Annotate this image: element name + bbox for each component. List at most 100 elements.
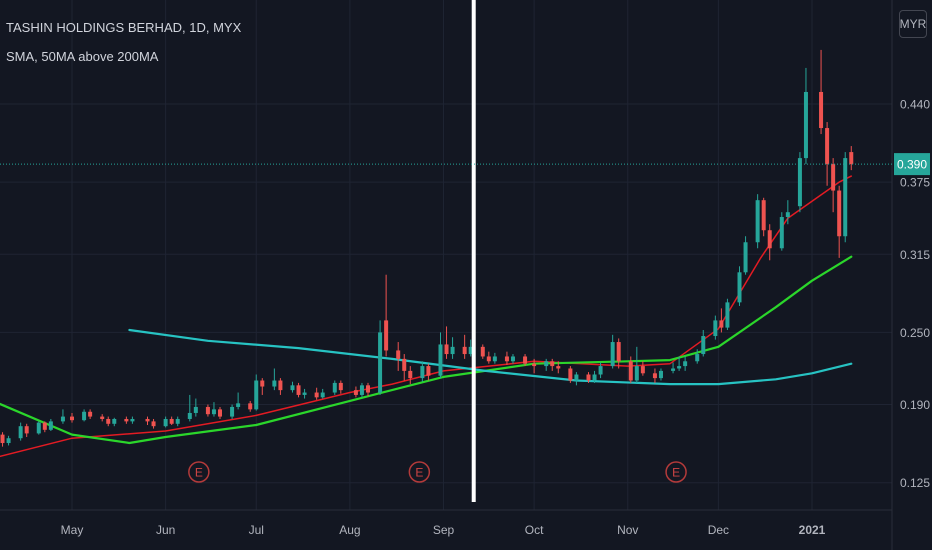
candle-body: [366, 385, 370, 393]
x-tick-label: Jul: [249, 523, 264, 537]
candle-body: [831, 164, 836, 191]
x-tick-label: 2021: [799, 523, 826, 537]
x-tick-label: Sep: [433, 523, 455, 537]
candle-body: [408, 370, 413, 379]
candle-body: [70, 416, 74, 421]
candle-body: [568, 368, 573, 381]
candle-body: [42, 422, 47, 430]
y-tick-label: 0.375: [900, 176, 930, 190]
candle-body: [314, 392, 319, 398]
candle-body: [145, 418, 150, 422]
candle-body: [468, 346, 473, 355]
candle-body: [254, 380, 259, 410]
candle-body: [586, 374, 591, 381]
earnings-marker-label: E: [415, 466, 423, 480]
candle-body: [598, 366, 603, 375]
y-tick-label: 0.125: [900, 476, 930, 490]
candle-body: [462, 346, 467, 355]
candle-body: [486, 356, 491, 362]
candle-body: [402, 358, 407, 371]
candle-body: [163, 418, 168, 427]
candle-body: [737, 272, 742, 303]
candle-body: [785, 212, 790, 218]
candle-body: [761, 200, 766, 231]
candle-body: [6, 438, 11, 444]
candle-body: [24, 426, 29, 434]
candle-body: [338, 382, 343, 391]
last-price-label: 0.390: [897, 158, 927, 172]
candle-body: [278, 380, 283, 391]
earnings-marker: [665, 461, 687, 483]
candle-body: [290, 385, 295, 391]
candle-body: [510, 356, 515, 362]
candle-body: [296, 385, 301, 395]
earnings-marker: [188, 461, 210, 483]
earnings-marker: [408, 461, 431, 483]
candle-body: [695, 354, 700, 362]
candle-body: [82, 411, 87, 421]
candle-body: [230, 406, 235, 417]
candle-body: [384, 320, 389, 351]
candle-body: [616, 342, 621, 362]
candle-body: [634, 366, 639, 381]
candle-body: [713, 320, 718, 337]
candle-body: [480, 346, 485, 357]
candle-body: [211, 409, 216, 415]
candle-body: [88, 411, 93, 417]
candle-body: [205, 406, 210, 415]
candle-body: [640, 366, 645, 374]
candle-body: [302, 392, 307, 395]
candle-body: [504, 356, 509, 362]
candle-body: [236, 403, 241, 407]
candle-body: [677, 366, 682, 369]
x-tick-label: Oct: [525, 523, 544, 537]
candle-body: [320, 392, 325, 398]
candle-body: [426, 366, 431, 376]
candle-body: [849, 152, 854, 165]
candle-body: [755, 200, 760, 243]
candle-body: [272, 380, 277, 387]
candle-body: [532, 363, 537, 367]
candle-body: [825, 128, 830, 165]
candle-body: [450, 346, 455, 355]
indicator-label: SMA, 50MA above 200MA: [6, 49, 159, 64]
candle-body: [353, 390, 358, 395]
y-tick-label: 0.315: [900, 248, 930, 262]
candle-body: [112, 418, 117, 424]
candle-body: [36, 422, 41, 434]
earnings-marker-label: E: [672, 466, 680, 480]
candle-body: [420, 366, 425, 379]
candle-body: [378, 332, 383, 393]
candle-body: [193, 406, 198, 413]
last-price-box: [894, 153, 930, 176]
candle-body: [218, 409, 222, 417]
candle-body: [556, 366, 561, 369]
candle-body: [819, 91, 824, 129]
currency-button[interactable]: MYR: [899, 10, 927, 38]
candle-body: [48, 421, 53, 430]
candle-body: [628, 361, 633, 381]
candle-body: [396, 350, 401, 359]
candle-body: [124, 418, 129, 422]
candle-body: [0, 434, 5, 444]
candle-body: [359, 385, 364, 395]
candle-body: [175, 418, 180, 424]
candle-body: [151, 421, 156, 427]
candle-body: [444, 344, 449, 355]
candle-body: [803, 91, 808, 159]
candle-body: [719, 320, 724, 328]
vertical-marker-line: [471, 0, 476, 502]
candle-body: [683, 361, 688, 367]
candle-body: [610, 342, 615, 367]
candle-body: [438, 344, 443, 376]
candle-body: [767, 230, 772, 249]
candle-body: [658, 370, 663, 379]
candle-body: [797, 158, 802, 207]
candle-body: [106, 418, 111, 424]
chart-title: TASHIN HOLDINGS BERHAD, 1D, MYX: [6, 20, 242, 35]
candle-body: [701, 336, 706, 355]
candle-body: [550, 361, 555, 367]
candle-body: [18, 426, 23, 439]
